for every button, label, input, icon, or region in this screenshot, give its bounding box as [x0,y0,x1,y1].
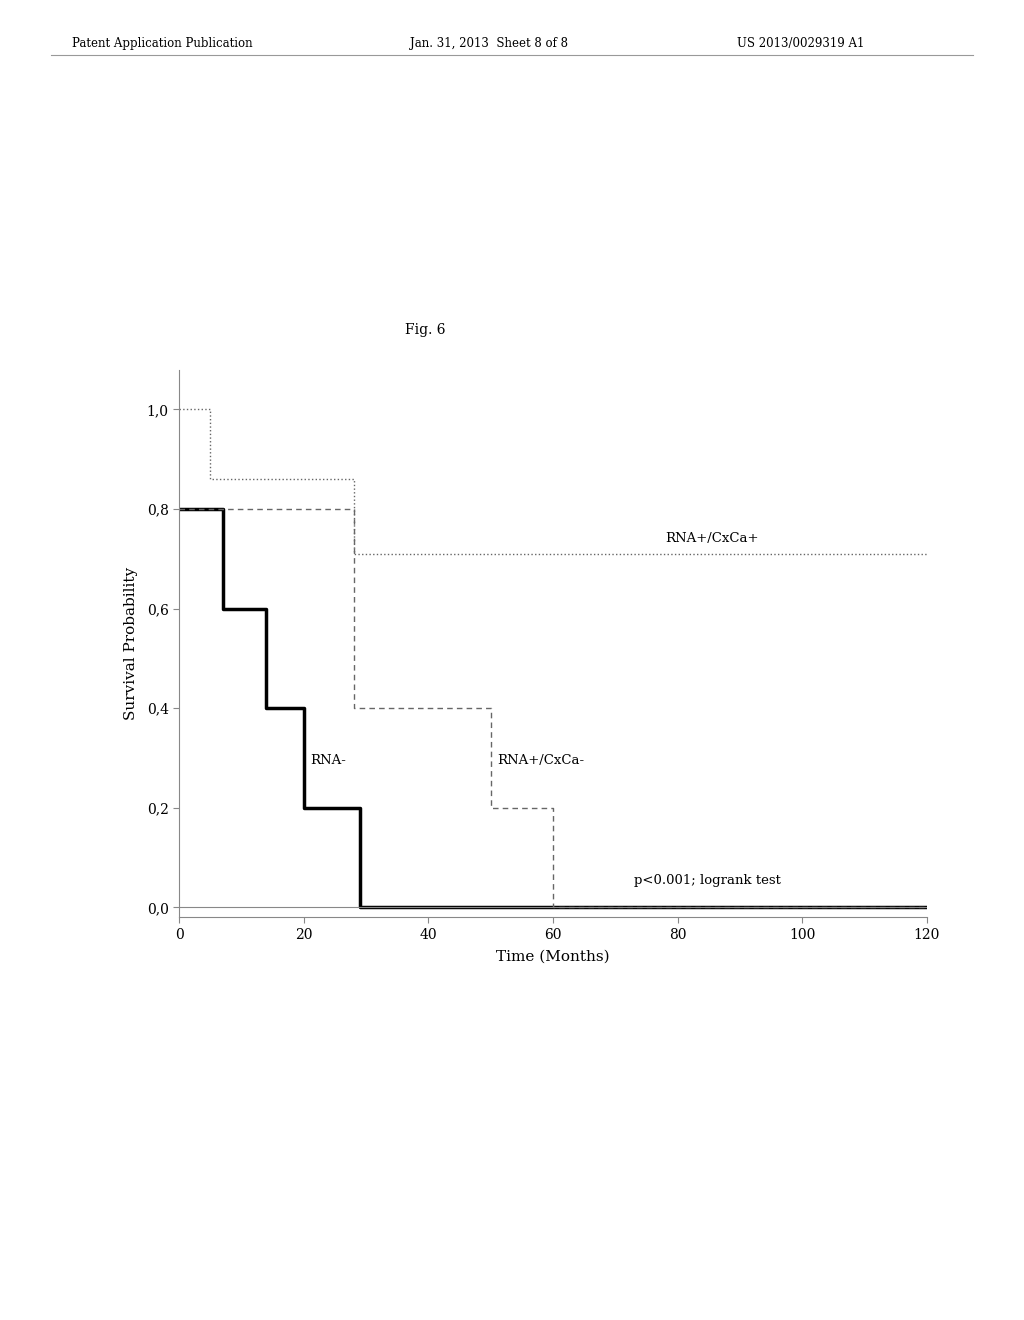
Text: p<0.001; logrank test: p<0.001; logrank test [634,874,781,887]
RNA- [260,701,272,717]
Text: RNA-: RNA- [310,754,346,767]
Line: RNA+/CxCa+: RNA+/CxCa+ [179,409,927,554]
RNA+/CxCa- [347,502,359,517]
RNA- [217,601,229,616]
Text: Patent Application Publication: Patent Application Publication [72,37,252,50]
RNA- [353,899,366,915]
RNA+/CxCa- [578,899,590,915]
RNA+/CxCa+ [204,401,216,417]
RNA- [260,601,272,616]
RNA+/CxCa- [578,899,590,915]
Y-axis label: Survival Probability: Survival Probability [125,566,138,721]
RNA- [353,800,366,816]
RNA+/CxCa+ [484,546,497,562]
RNA+/CxCa+ [347,471,359,487]
RNA- [298,800,310,816]
RNA+/CxCa+ [173,401,185,417]
RNA+/CxCa+ [204,471,216,487]
RNA- [217,502,229,517]
Text: Jan. 31, 2013  Sheet 8 of 8: Jan. 31, 2013 Sheet 8 of 8 [410,37,567,50]
Text: US 2013/0029319 A1: US 2013/0029319 A1 [737,37,864,50]
Line: RNA+/CxCa-: RNA+/CxCa- [179,510,927,907]
Text: RNA+/CxCa-: RNA+/CxCa- [497,754,584,767]
RNA+/CxCa+ [921,546,933,562]
RNA+/CxCa- [173,502,185,517]
RNA- [173,502,185,517]
Line: RNA-: RNA- [179,510,927,907]
RNA+/CxCa+ [347,546,359,562]
RNA+/CxCa- [484,701,497,717]
RNA+/CxCa+ [484,546,497,562]
X-axis label: Time (Months): Time (Months) [497,950,609,964]
Text: Fig. 6: Fig. 6 [404,323,445,338]
RNA+/CxCa- [484,800,497,816]
RNA+/CxCa- [921,899,933,915]
RNA- [921,899,933,915]
RNA+/CxCa- [547,800,559,816]
RNA+/CxCa- [347,701,359,717]
Text: RNA+/CxCa+: RNA+/CxCa+ [666,532,759,545]
RNA+/CxCa- [547,899,559,915]
RNA- [298,701,310,717]
RNA+/CxCa+ [173,401,185,417]
